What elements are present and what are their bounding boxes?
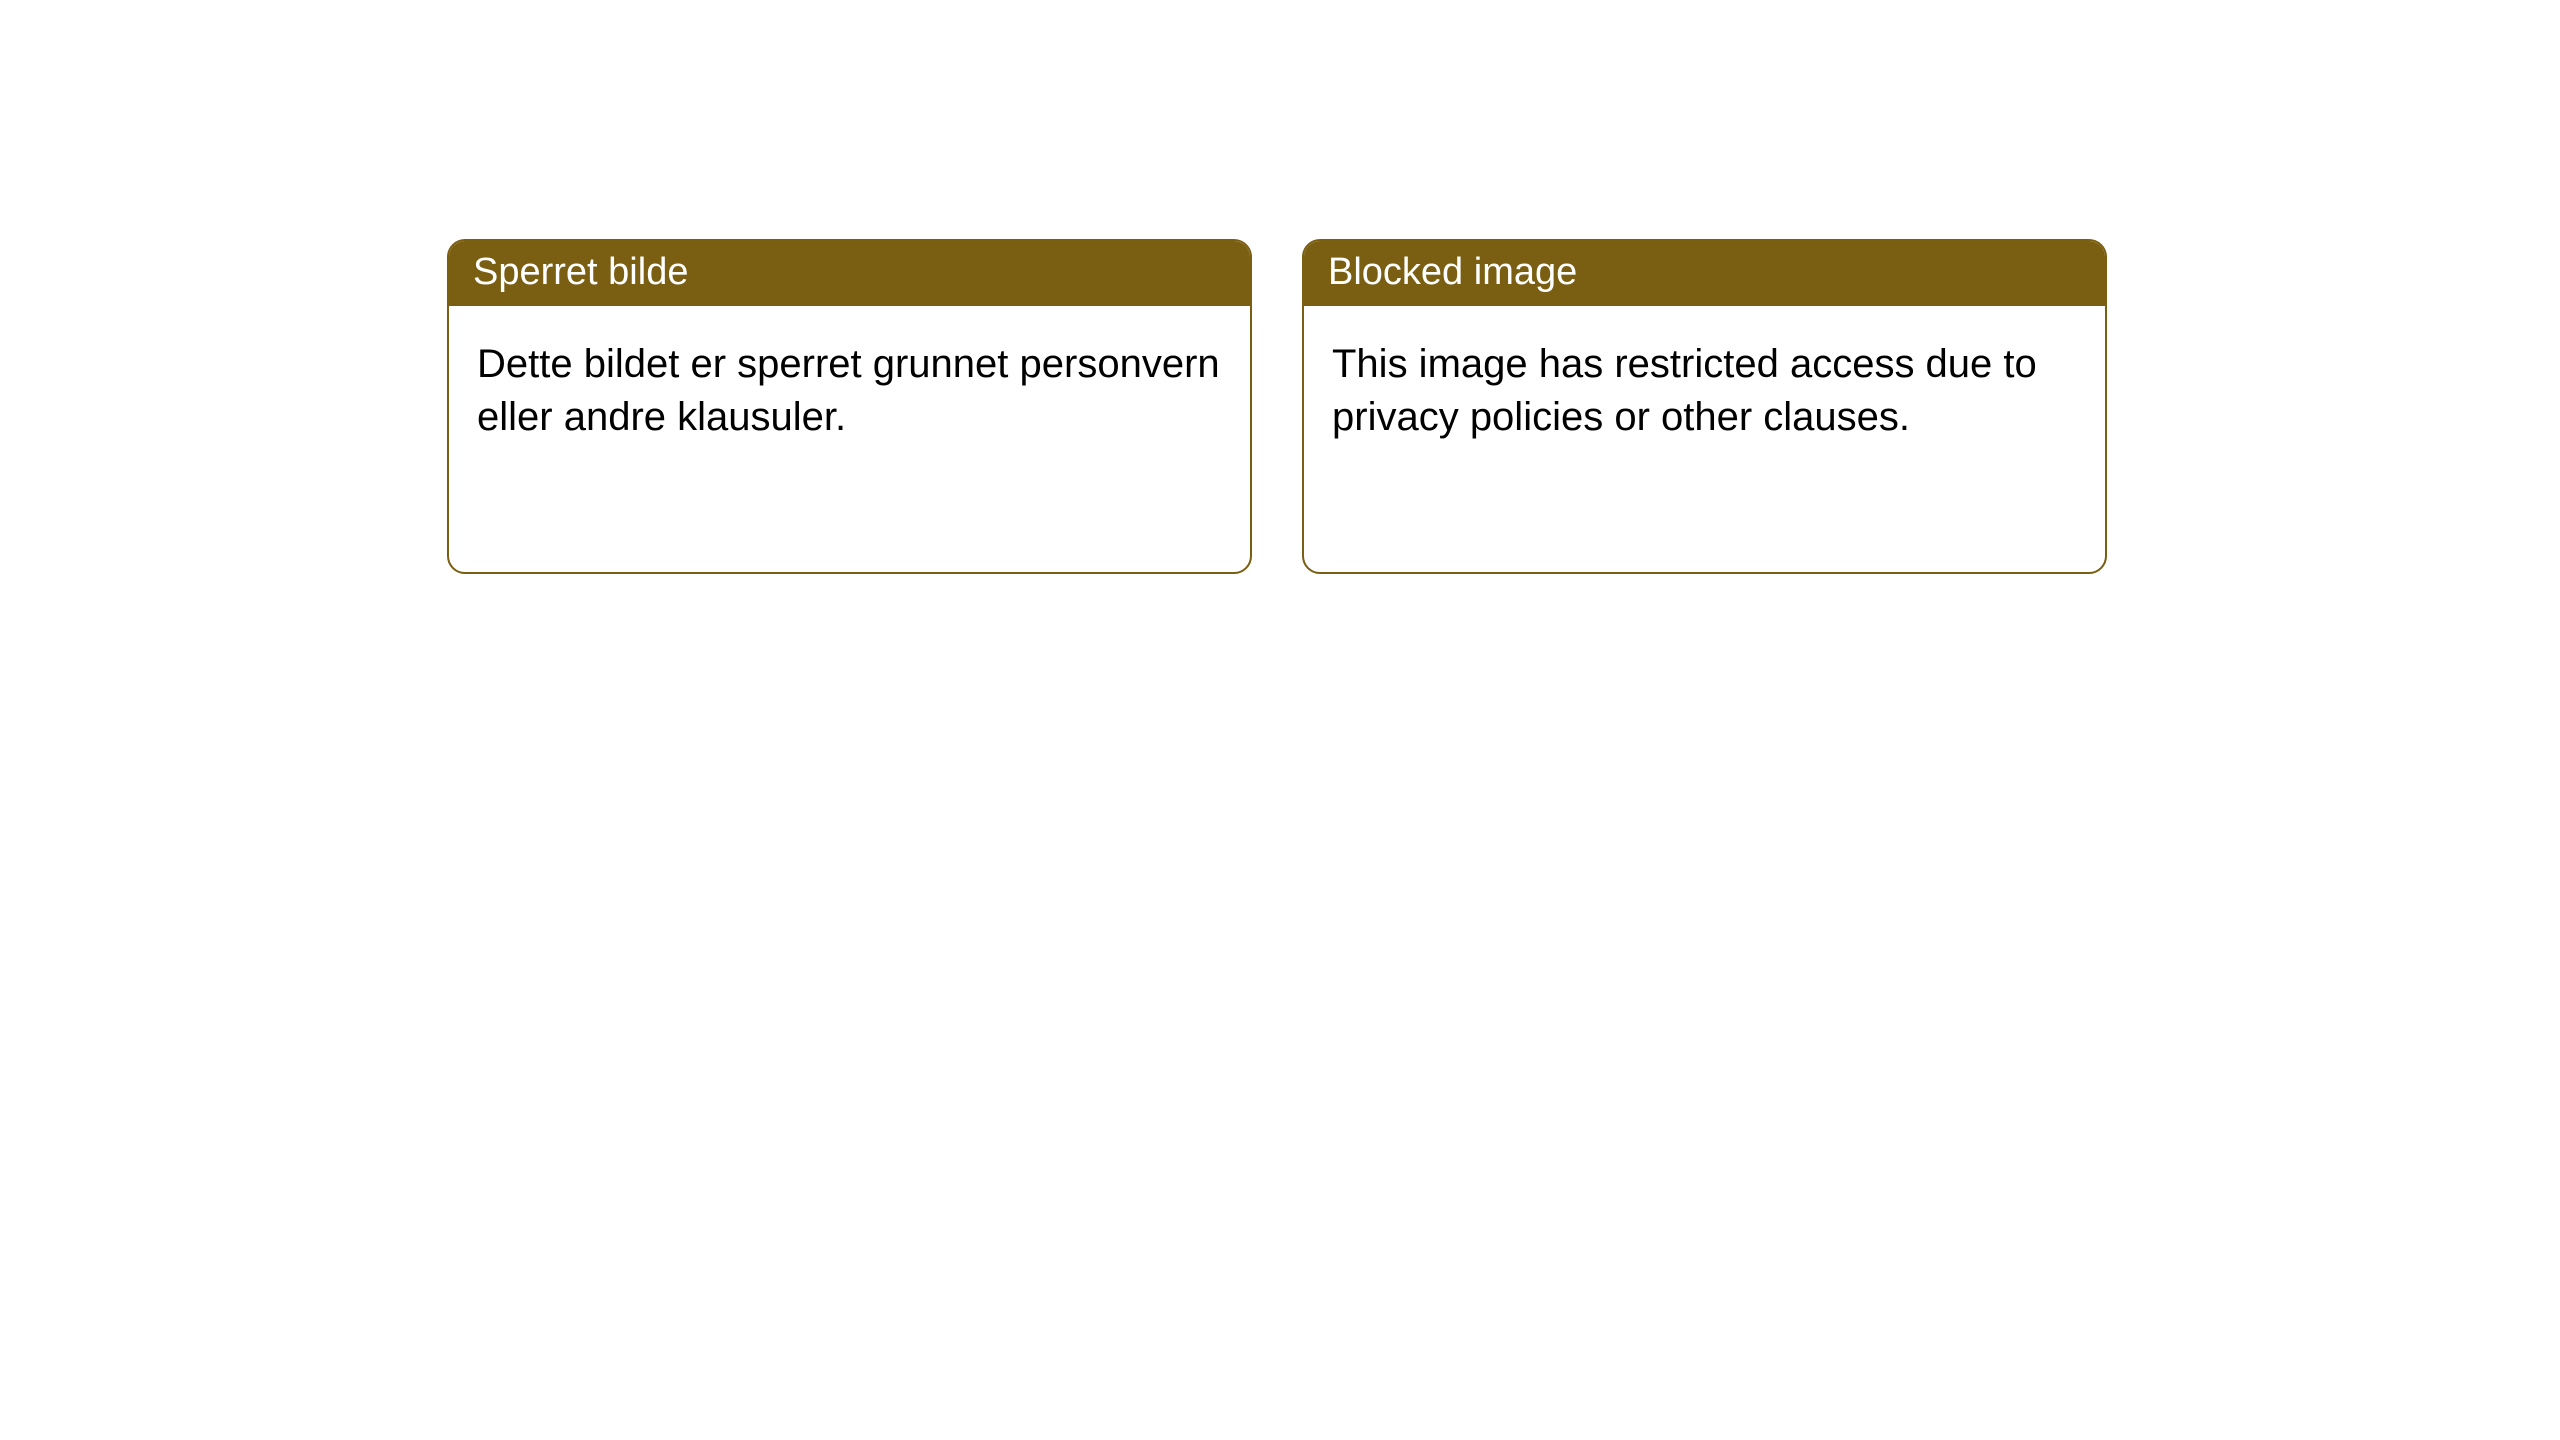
notice-body-en: This image has restricted access due to … bbox=[1304, 306, 2105, 468]
notice-body-no: Dette bildet er sperret grunnet personve… bbox=[449, 306, 1250, 468]
notice-container: Sperret bilde Dette bildet er sperret gr… bbox=[0, 0, 2560, 574]
notice-header-en: Blocked image bbox=[1304, 241, 2105, 306]
notice-header-no: Sperret bilde bbox=[449, 241, 1250, 306]
notice-box-en: Blocked image This image has restricted … bbox=[1302, 239, 2107, 574]
notice-box-no: Sperret bilde Dette bildet er sperret gr… bbox=[447, 239, 1252, 574]
